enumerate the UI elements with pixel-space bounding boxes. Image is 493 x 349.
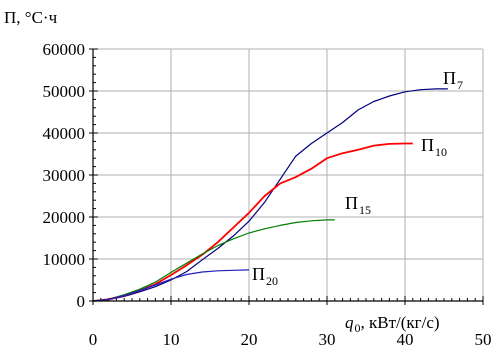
series-label-2: П15 — [345, 193, 371, 217]
x-axis-title: q0, кВт/(кг/с) — [345, 313, 440, 335]
series-label-name: П — [443, 68, 456, 88]
grid — [93, 48, 484, 301]
series-label-sub: 15 — [359, 203, 371, 217]
series-label-sub: 7 — [457, 78, 463, 92]
axes — [89, 48, 484, 305]
y-tick-label-3: 30000 — [43, 166, 86, 185]
series-label-name: П — [252, 264, 265, 284]
series-label-sub: 20 — [266, 274, 278, 288]
series-label-sub: 10 — [435, 145, 447, 159]
y-tick-label-1: 10000 — [43, 250, 86, 269]
y-tick-label-4: 40000 — [43, 124, 86, 143]
series-lines — [92, 88, 448, 302]
series-line-0 — [92, 88, 448, 302]
tick-labels: 0 10000 20000 30000 40000 50000 60000 0 10 20 30 40… — [43, 40, 492, 349]
x-tick-label-1: 10 — [163, 330, 180, 349]
series-label-0: П7 — [443, 68, 463, 92]
x-axis-title-units: , кВт/(кг/с) — [361, 313, 440, 332]
y-tick-label-2: 20000 — [43, 208, 86, 227]
series-label-name: П — [345, 193, 358, 213]
y-tick-label-0: 0 — [77, 292, 86, 311]
series-line-2 — [92, 219, 335, 302]
y-axis-title: П, °С·ч — [4, 8, 58, 27]
x-axis-title-sub: 0 — [355, 321, 361, 335]
series-label-1: П10 — [421, 135, 447, 159]
x-tick-label-5: 50 — [475, 330, 492, 349]
minor-ticks — [93, 56, 476, 301]
series-label-name: П — [421, 135, 434, 155]
series-line-3 — [92, 269, 250, 302]
x-tick-label-0: 0 — [89, 330, 98, 349]
y-tick-label-6: 60000 — [43, 40, 86, 59]
x-tick-label-4: 40 — [397, 330, 414, 349]
x-tick-label-2: 20 — [241, 330, 258, 349]
x-axis-title-main: q — [345, 313, 354, 332]
x-tick-label-3: 30 — [319, 330, 336, 349]
y-tick-label-5: 50000 — [43, 82, 86, 101]
series-label-3: П20 — [252, 264, 278, 288]
